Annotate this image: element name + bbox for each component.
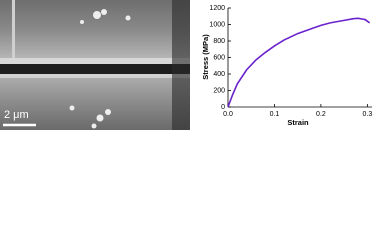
y-axis-label: Stress (MPa) (201, 34, 210, 80)
edge-highlight (0, 58, 190, 64)
y-tick-label: 600 (213, 54, 225, 61)
edge-highlight (0, 74, 190, 78)
x-tick-label: 0.0 (223, 111, 233, 118)
upper-block (0, 0, 190, 60)
y-tick-label: 200 (213, 87, 225, 94)
gap (0, 64, 190, 74)
stress-strain-curve (227, 17, 371, 108)
y-tick-label: 800 (213, 38, 225, 45)
x-tick-label: 0.3 (362, 111, 372, 118)
y-tick-label: 400 (213, 71, 225, 78)
figure: 2 μm Stress (MPa) Strain 0 200 400 600 800 10… (0, 0, 372, 130)
right-shadow (172, 0, 190, 130)
x-axis-label: Strain (287, 118, 309, 127)
y-tick-label: 1000 (209, 21, 225, 28)
x-tick-label: 0.2 (316, 111, 326, 118)
x-tick-label: 0.1 (270, 111, 280, 118)
micrograph: 2 μm (0, 0, 190, 130)
y-tick-label: 0 (221, 104, 225, 111)
y-tick-label: 1200 (209, 5, 225, 12)
block-edge (12, 0, 15, 60)
particles (69, 9, 131, 129)
scale-bar-label: 2 μm (4, 109, 29, 121)
lower-block (0, 74, 190, 130)
